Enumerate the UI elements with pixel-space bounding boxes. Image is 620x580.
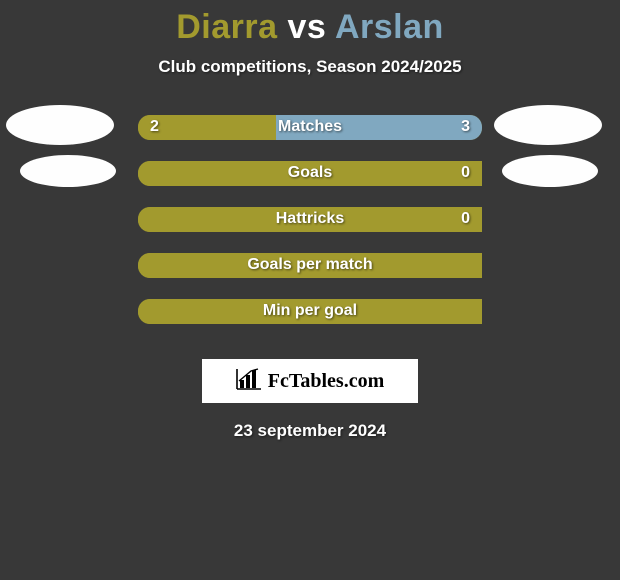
metric-value-right: 3 <box>461 118 470 136</box>
subtitle: Club competitions, Season 2024/2025 <box>0 57 620 77</box>
branding-text: FcTables.com <box>268 370 384 393</box>
page-title: Diarra vs Arslan <box>0 0 620 47</box>
metric-label: Goals <box>138 164 482 182</box>
bar-track-matches: Matches2 3 <box>138 115 482 140</box>
bar-track-goals_per_match: Goals per match <box>138 253 482 278</box>
metric-value-left: 2 <box>150 118 159 136</box>
title-right: Arslan <box>335 8 444 46</box>
metric-label: Matches <box>138 118 482 136</box>
player-left-photo <box>6 105 114 145</box>
metric-value-right: 0 <box>461 164 470 182</box>
metric-label: Goals per match <box>138 256 482 274</box>
metric-label: Min per goal <box>138 302 482 320</box>
bar-chart-icon <box>236 368 262 395</box>
metric-row-min_per_goal: Min per goal <box>0 299 620 345</box>
metric-label: Hattricks <box>138 210 482 228</box>
player-right-photo <box>502 155 598 187</box>
title-vs: vs <box>278 8 335 46</box>
footer-date: 23 september 2024 <box>0 421 620 441</box>
metric-row-goals_per_match: Goals per match <box>0 253 620 299</box>
player-right-photo <box>494 105 602 145</box>
bar-track-goals: Goals0 <box>138 161 482 186</box>
metric-row-hattricks: Hattricks0 <box>0 207 620 253</box>
metric-row-matches: Matches2 3 <box>0 115 620 161</box>
branding-badge: FcTables.com <box>202 359 418 403</box>
bar-track-hattricks: Hattricks0 <box>138 207 482 232</box>
comparison-chart: Matches23Goals0Hattricks0Goals per match… <box>0 115 620 345</box>
title-left: Diarra <box>176 8 277 46</box>
metric-value-right: 0 <box>461 210 470 228</box>
bar-track-min_per_goal: Min per goal <box>138 299 482 324</box>
metric-row-goals: Goals0 <box>0 161 620 207</box>
player-left-photo <box>20 155 116 187</box>
